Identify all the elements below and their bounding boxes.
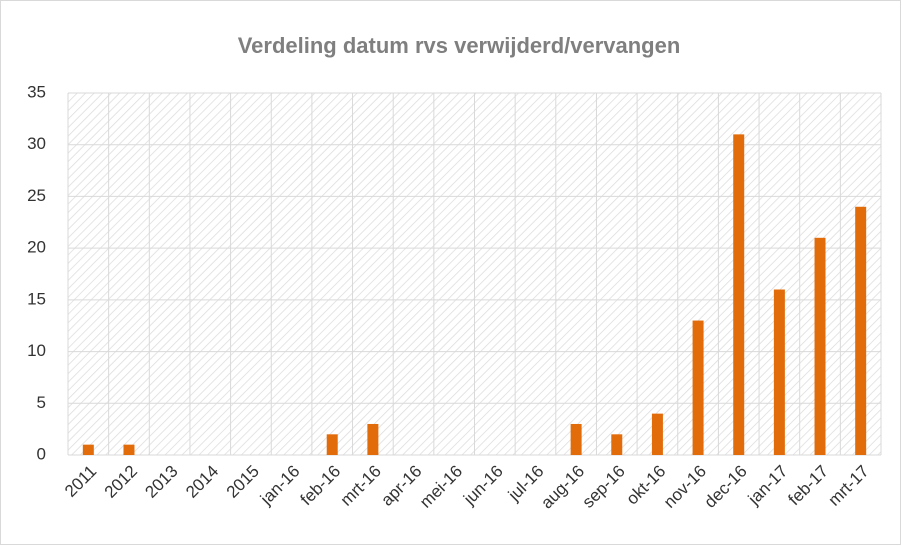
y-tick-label: 10 [27,341,46,360]
y-tick-label: 15 [27,289,46,308]
y-tick-label: 25 [27,186,46,205]
y-tick-label: 5 [37,393,46,412]
bar [82,444,94,455]
bar [611,434,623,455]
y-tick-label: 35 [27,82,46,101]
bar [692,320,704,455]
y-tick-label: 20 [27,238,46,257]
y-tick-label: 0 [37,444,46,463]
y-tick-label: 30 [27,134,46,153]
bar [855,206,867,455]
bar [367,423,379,455]
chart-title: Verdeling datum rvs verwijderd/vervangen [238,33,681,58]
bar [123,444,135,455]
bar [773,289,785,455]
bar [733,134,745,455]
bar [814,237,826,455]
bar [651,413,663,455]
bar [570,423,582,455]
bar [326,434,338,455]
